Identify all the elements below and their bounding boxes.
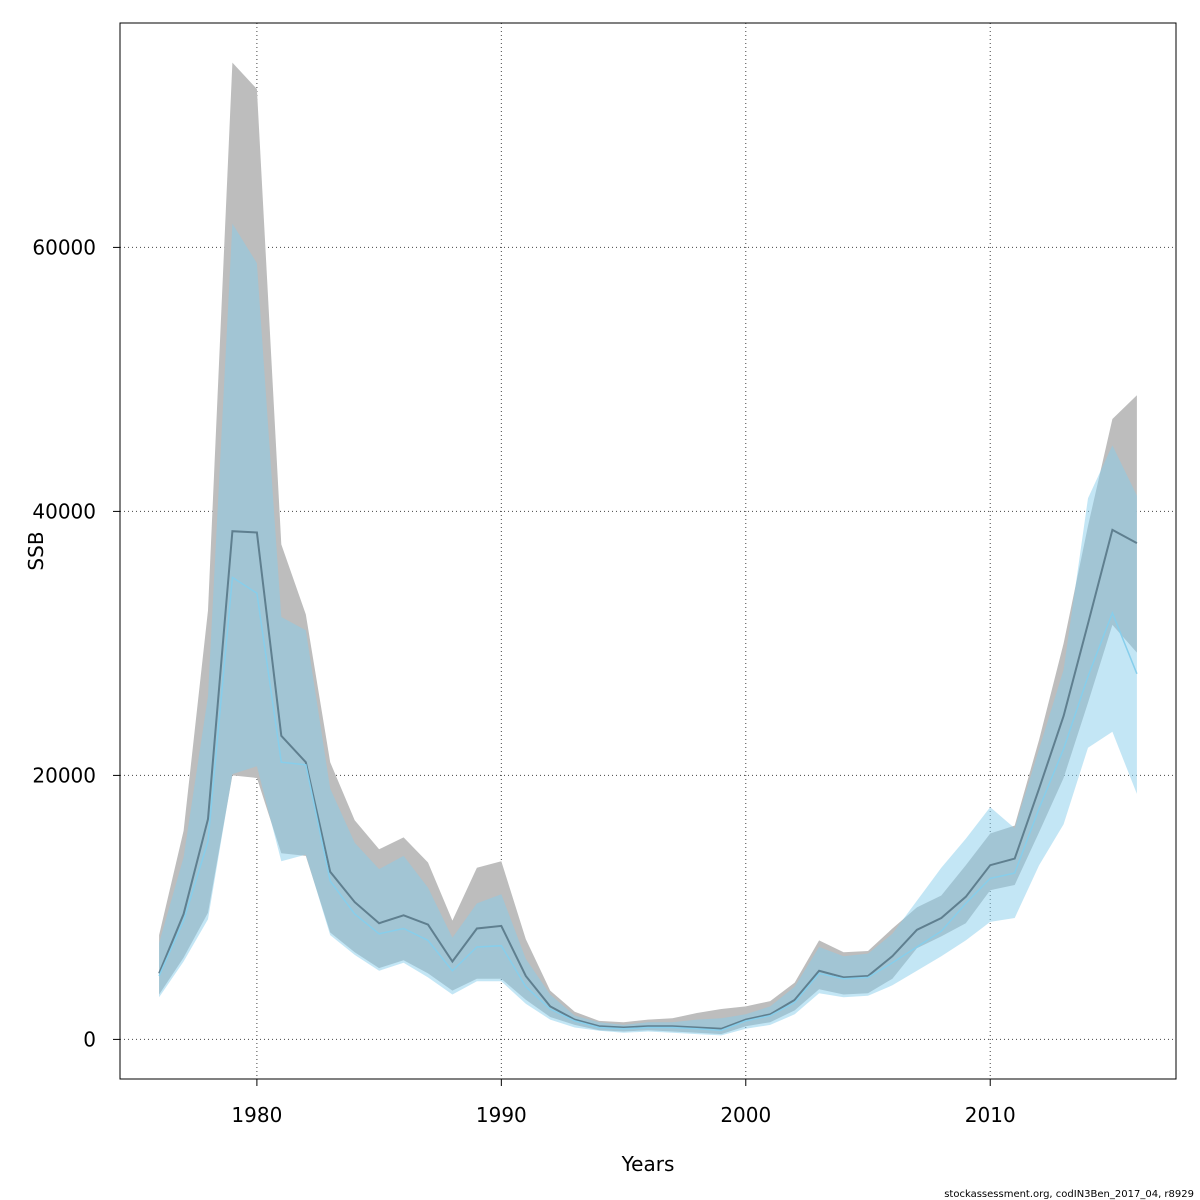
y-tick-label: 0 [83, 1027, 96, 1051]
confidence-bands [159, 62, 1137, 1036]
x-axis-title: Years [621, 1152, 675, 1176]
x-tick-label: 2000 [720, 1103, 771, 1127]
y-axis-title: SSB [24, 531, 48, 570]
series-line-2 [158, 576, 1138, 1031]
footer-credit: stockassessment.org, codIN3Ben_2017_04, … [944, 1189, 1194, 1200]
x-tick-label: 1980 [231, 1103, 282, 1127]
series-line-1 [158, 528, 1138, 1030]
x-tick-label: 1990 [476, 1103, 527, 1127]
confidence-band-1 [159, 62, 1137, 1035]
y-tick-label: 40000 [32, 499, 96, 523]
y-axis-ticks: 0 20000 40000 60000 [32, 235, 120, 1051]
x-tick-label: 2010 [965, 1103, 1016, 1127]
confidence-band-2 [159, 223, 1137, 1036]
y-tick-label: 20000 [32, 763, 96, 787]
x-axis-ticks: 1980 1990 2000 2010 [231, 1079, 1016, 1127]
series-lines [158, 528, 1138, 1031]
plot-frame [119, 22, 1177, 1080]
y-tick-label: 60000 [32, 235, 96, 259]
